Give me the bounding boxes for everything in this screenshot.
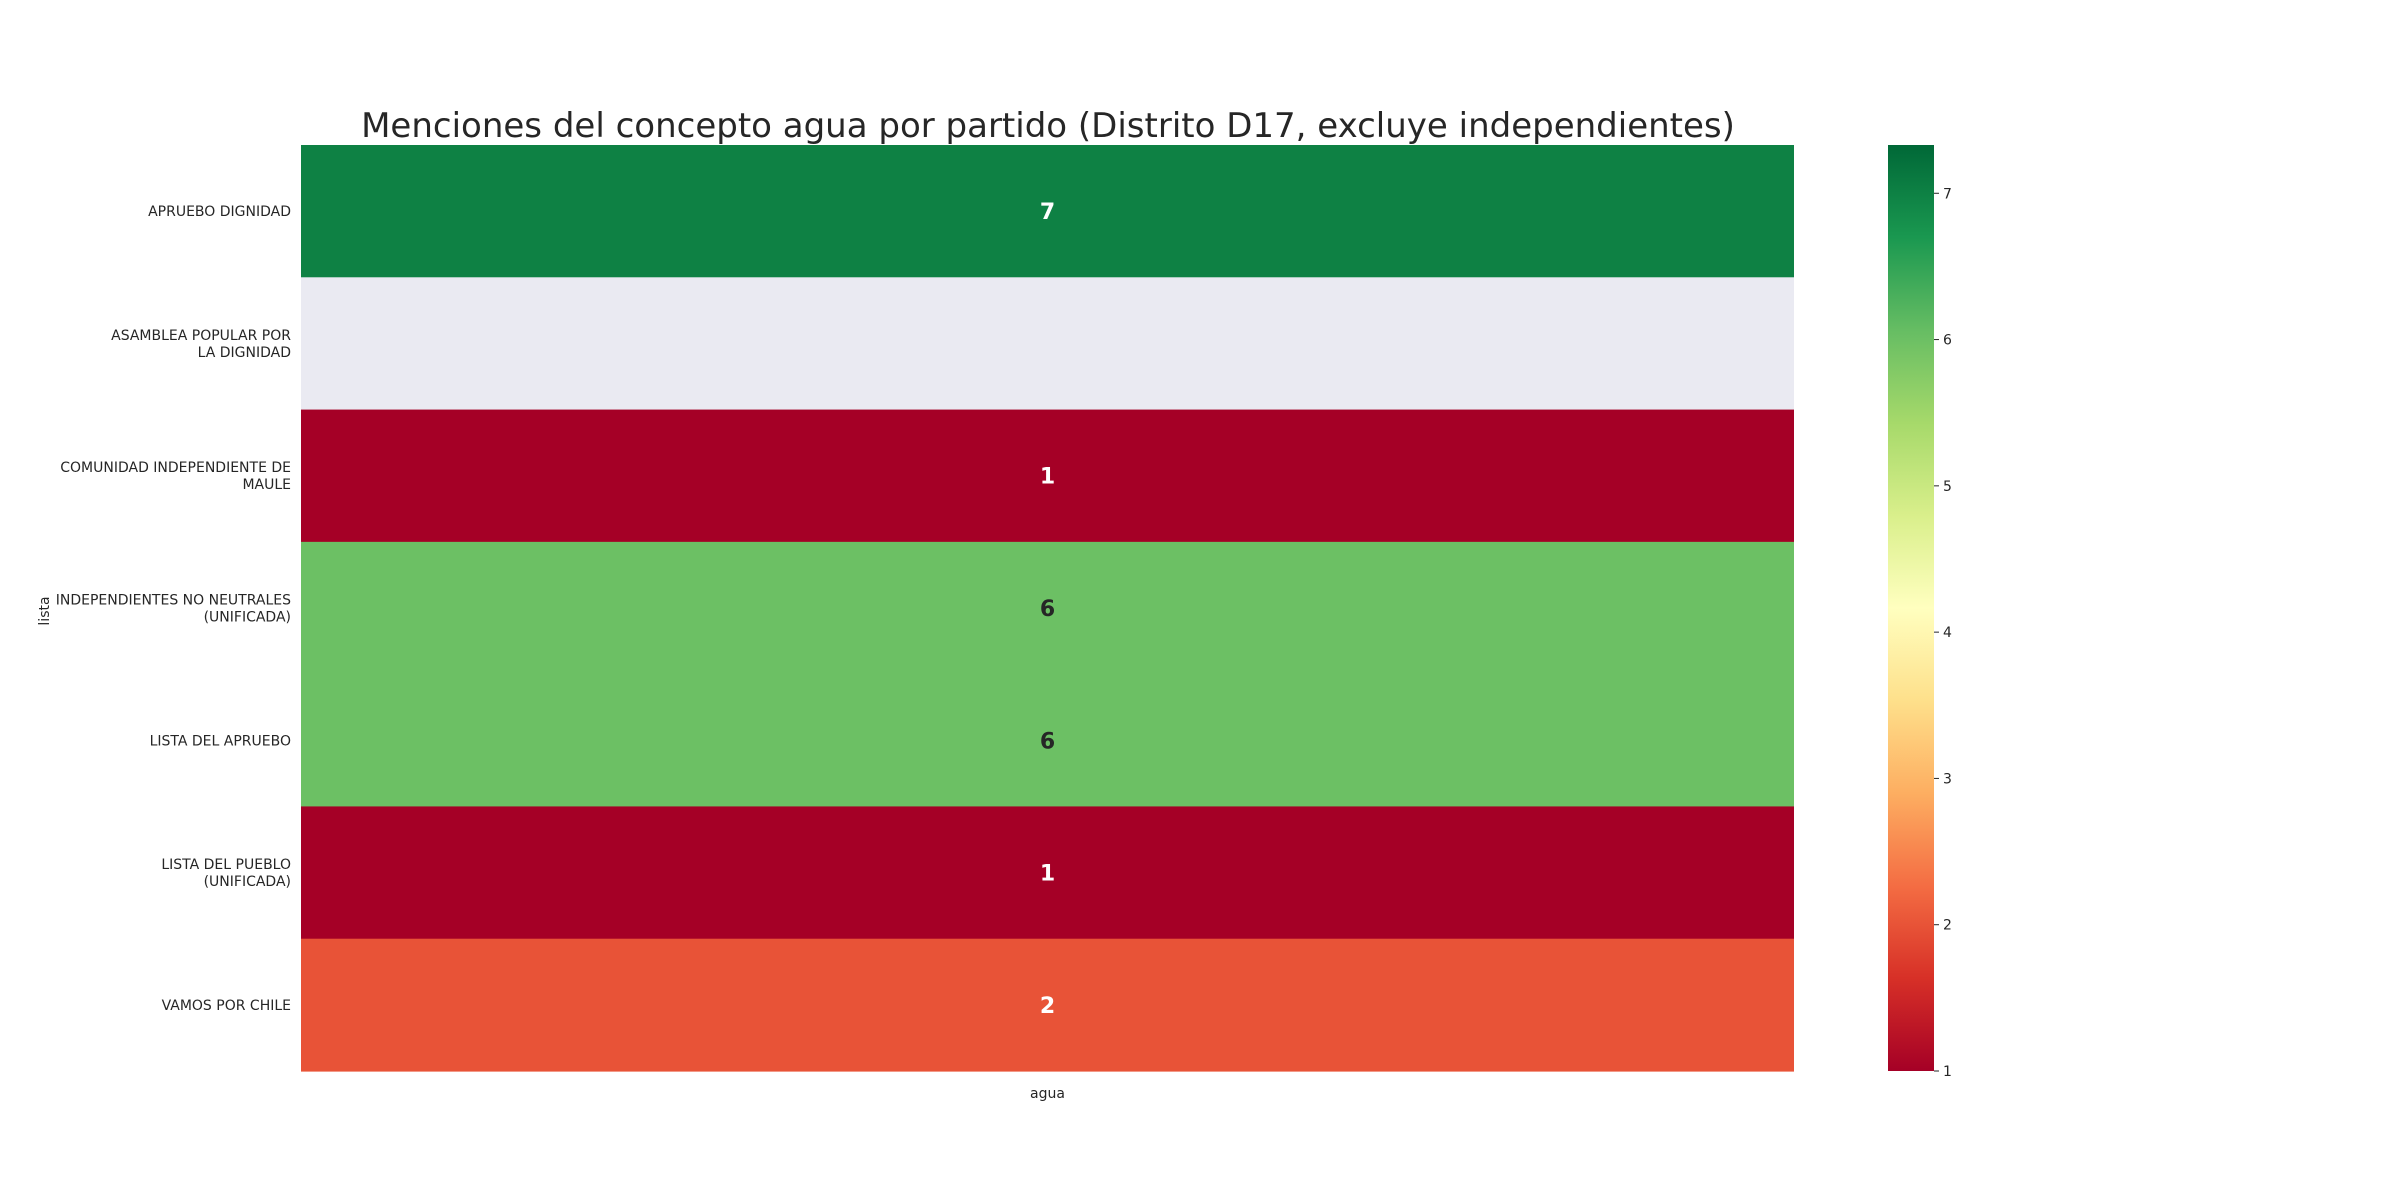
colorbar-tick-label: 2 [1943, 918, 1952, 934]
cell-value-label: 6 [1040, 597, 1055, 622]
cell-value-label: 2 [1040, 994, 1055, 1019]
cell-value-label: 1 [1040, 862, 1055, 887]
colorbar: 1 2 3 4 5 6 7 [1888, 145, 1952, 1080]
cell-value-label: 7 [1040, 200, 1055, 225]
y-tick-label: VAMOS POR CHILE [162, 998, 291, 1014]
colorbar-tick-label: 1 [1943, 1064, 1952, 1080]
y-tick-label: APRUEBO DIGNIDAD [148, 204, 291, 220]
x-tick-labels: agua [1030, 1086, 1065, 1102]
heatmap-cell [301, 938, 1794, 1072]
heatmap-cells: 7 1 6 6 1 2 [301, 145, 1794, 1072]
heatmap-cell [301, 674, 1794, 808]
colorbar-gradient [1888, 145, 1934, 1071]
colorbar-tick-label: 7 [1943, 186, 1952, 202]
colorbar-tick-label: 3 [1943, 771, 1952, 787]
y-tick-labels: APRUEBO DIGNIDAD ASAMBLEA POPULAR POR LA D… [56, 204, 292, 1014]
heatmap-cell [301, 541, 1794, 675]
chart-title: Menciones del concepto agua por partido … [361, 106, 1735, 146]
y-tick-label: COMUNIDAD INDEPENDIENTE DE MAULE [60, 460, 291, 493]
y-tick-label: ASAMBLEA POPULAR POR LA DIGNIDAD [111, 328, 291, 361]
heatmap-cell [301, 409, 1794, 543]
heatmap-cell [301, 277, 1794, 411]
heatmap-cell [301, 806, 1794, 940]
y-tick-label: LISTA DEL PUEBLO (UNIFICADA) [161, 857, 291, 890]
heatmap-cell [301, 145, 1794, 278]
y-axis-label: lista [37, 596, 53, 625]
y-tick-label: INDEPENDIENTES NO NEUTRALES (UNIFICADA) [56, 593, 291, 626]
colorbar-tick-label: 6 [1943, 333, 1952, 349]
cell-value-label: 6 [1040, 729, 1055, 754]
y-tick-label: LISTA DEL APRUEBO [150, 733, 291, 749]
cell-value-label: 1 [1040, 465, 1055, 490]
x-tick-label: agua [1030, 1086, 1065, 1102]
colorbar-tick-label: 5 [1943, 479, 1952, 495]
colorbar-tick-label: 4 [1943, 625, 1952, 641]
